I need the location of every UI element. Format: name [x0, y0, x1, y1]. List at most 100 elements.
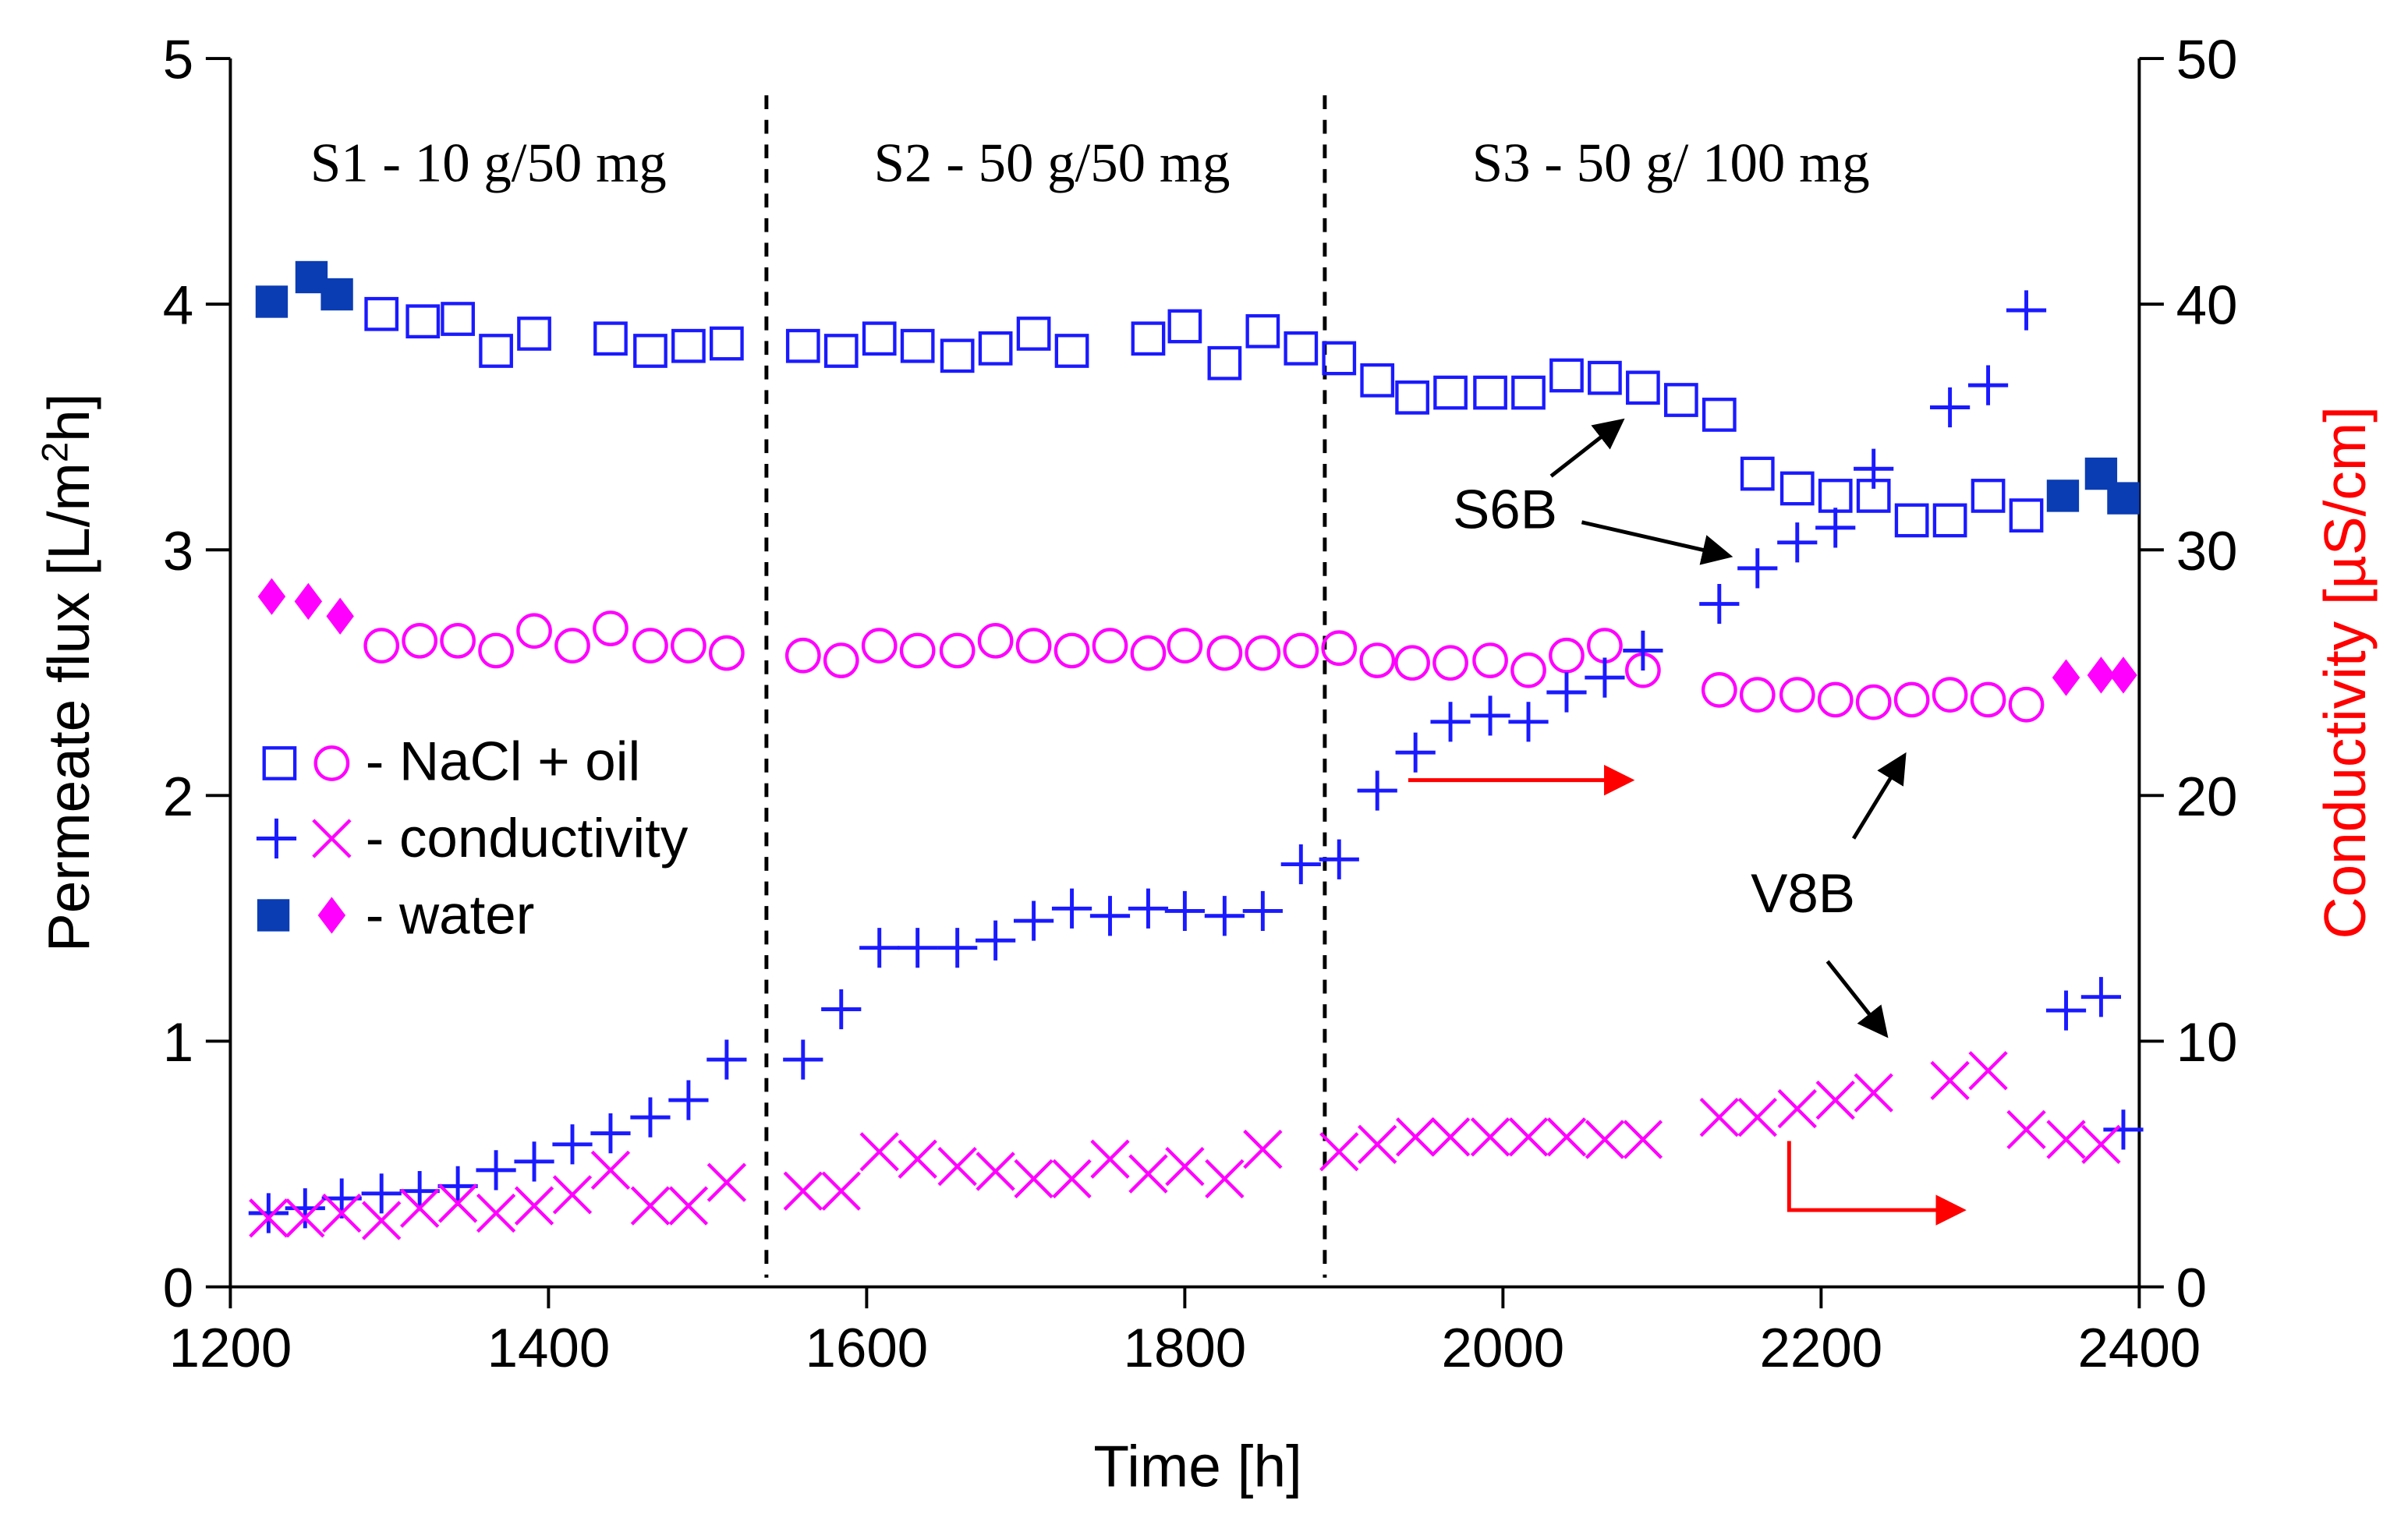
cross-marker: [783, 1171, 823, 1211]
y-axis-right-label: Conductivity [µS/cm]: [2312, 406, 2378, 939]
cross-marker: [1014, 1159, 1054, 1199]
open-square-marker: [1971, 479, 2006, 513]
cross-marker: [322, 1193, 362, 1233]
y-left-tick-label: 5: [163, 30, 193, 91]
cross-marker: [1205, 1159, 1245, 1199]
open-square-marker: [1894, 503, 1929, 538]
open-circle-marker: [554, 628, 590, 663]
open-square-marker: [1016, 317, 1051, 351]
open-circle-marker: [1587, 628, 1623, 663]
open-square-marker: [1207, 345, 1242, 380]
cross-marker: [1165, 1146, 1205, 1187]
cross-marker: [312, 819, 352, 858]
plus-marker: [1585, 657, 1625, 698]
open-square-marker: [1395, 380, 1429, 415]
open-circle-marker: [861, 628, 898, 663]
filled-square-marker: [2046, 479, 2080, 512]
plus-marker: [1737, 548, 1778, 589]
open-square-marker: [517, 317, 551, 351]
open-circle-marker: [1817, 681, 1854, 718]
open-square-marker: [978, 331, 1013, 366]
open-circle-marker: [939, 632, 976, 669]
x-axis-label: Time [h]: [1093, 1434, 1302, 1499]
arrow-s6b-to-flux: [1549, 418, 1625, 478]
cross-marker: [937, 1146, 977, 1187]
plus-marker: [1204, 896, 1245, 936]
arrow-s6b-to-conductivity: [1581, 520, 1733, 565]
y-left-tick-label: 0: [163, 1258, 193, 1319]
open-square-marker: [900, 328, 935, 363]
x-tick-label: 2200: [1760, 1318, 1883, 1379]
filled-diamond-marker: [326, 597, 354, 635]
open-square-marker: [823, 334, 859, 368]
plus-marker: [821, 989, 862, 1030]
annotation-s6b: S6B: [1453, 479, 1557, 541]
open-circle-marker: [1739, 677, 1776, 713]
x-tick-label: 2000: [1442, 1318, 1565, 1379]
cross-marker: [2046, 1120, 2086, 1159]
open-circle-marker: [1245, 635, 1281, 671]
filled-square-marker: [2107, 482, 2140, 515]
open-square-marker: [593, 321, 628, 356]
open-circle-marker: [313, 745, 350, 781]
filled-diamond-marker: [2052, 659, 2080, 696]
open-square-marker: [1473, 375, 1507, 410]
plus-marker: [1089, 896, 1131, 936]
filled-diamond-marker: [2109, 656, 2137, 694]
cross-marker: [399, 1188, 440, 1228]
y-left-label-main: Permeate flux [L/m: [36, 462, 101, 952]
plus-marker: [1051, 888, 1092, 929]
cross-marker: [1090, 1139, 1130, 1179]
plus-marker: [859, 928, 900, 968]
cross-marker: [1358, 1124, 1397, 1164]
annotations: [1408, 418, 1967, 1226]
y-right-tick-label: 30: [2176, 521, 2238, 582]
open-circle-marker: [1130, 635, 1167, 671]
open-square-marker: [1932, 503, 1967, 538]
filled-square-marker: [255, 285, 289, 318]
cross-marker: [1470, 1117, 1510, 1157]
plus-marker: [437, 1166, 478, 1206]
y-left-tick-label: 2: [163, 766, 193, 828]
open-circle-marker: [1855, 684, 1892, 720]
cross-marker: [630, 1186, 671, 1226]
cross-marker: [1623, 1120, 1663, 1159]
cross-marker: [898, 1139, 937, 1179]
axes: 1200 1400 1600 1800 2000 2200 2400012345010203…: [163, 30, 2238, 1379]
plus-marker: [1854, 448, 1894, 489]
open-square-marker: [1702, 398, 1737, 432]
x-tick-label: 1200: [169, 1318, 292, 1379]
open-circle-marker: [899, 632, 936, 669]
plus-marker: [361, 1173, 402, 1214]
open-circle-marker: [478, 632, 514, 669]
cross-marker: [706, 1162, 747, 1202]
open-circle-marker: [2008, 686, 2045, 723]
plus-marker: [1777, 522, 1818, 563]
cross-marker: [2081, 1124, 2121, 1164]
cross-marker: [668, 1186, 709, 1226]
cross-marker: [821, 1171, 861, 1211]
open-square-marker: [1433, 375, 1468, 410]
open-square-marker: [1588, 360, 1622, 395]
y-left-label-sup: 2: [35, 442, 76, 462]
y-left-tick-label: 3: [163, 521, 193, 582]
plus-marker: [1357, 770, 1397, 811]
cross-marker: [1930, 1060, 1970, 1101]
open-square-marker: [2009, 498, 2044, 533]
open-square-marker: [862, 321, 897, 356]
stage-label-s3: S3 - 50 g/ 100 mg: [1472, 133, 1870, 194]
open-square-marker: [1322, 341, 1357, 376]
cross-marker: [1128, 1154, 1168, 1194]
y-right-tick-label: 10: [2176, 1012, 2238, 1074]
open-circle-marker: [671, 628, 706, 663]
plus-marker: [898, 928, 938, 968]
open-square-marker: [1511, 375, 1546, 410]
cross-marker: [1699, 1097, 1739, 1138]
cross-marker: [552, 1175, 593, 1215]
cross-marker: [1319, 1132, 1359, 1172]
filled-square-marker: [320, 278, 353, 311]
open-circle-marker: [593, 610, 629, 646]
open-square-marker: [1740, 456, 1775, 491]
open-square-marker: [441, 302, 475, 336]
legend-label-nacl-oil: - NaCl + oil: [366, 731, 641, 793]
